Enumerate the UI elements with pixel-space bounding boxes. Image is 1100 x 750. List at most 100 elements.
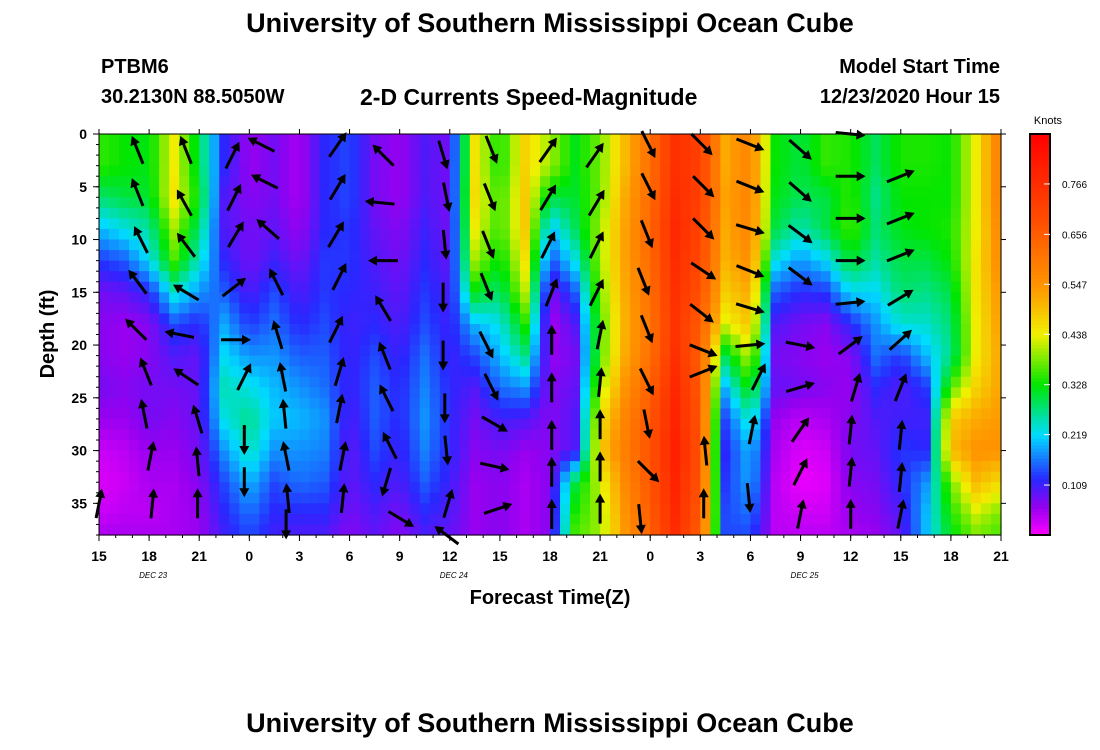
heatmap-cell: [199, 176, 210, 188]
heatmap-cell: [610, 482, 621, 494]
heatmap-cell: [890, 155, 902, 167]
heatmap-cell: [890, 503, 902, 515]
arrow-shaft: [177, 286, 200, 302]
heatmap-cell: [519, 176, 531, 188]
current-arrow: [191, 404, 204, 434]
heatmap-cell: [770, 482, 782, 494]
heatmap-cell: [880, 492, 892, 504]
heatmap-cell: [870, 165, 882, 177]
heatmap-cell: [910, 440, 922, 452]
colorbar-segment: [1030, 327, 1050, 332]
heatmap-cell: [650, 418, 661, 431]
heatmap-cell: [570, 134, 581, 146]
heatmap-cell: [529, 260, 541, 272]
heatmap-cell: [830, 313, 842, 325]
heatmap-cell: [429, 418, 441, 431]
x-tick-label: 9: [797, 548, 805, 564]
heatmap-cell: [610, 271, 621, 283]
colorbar-segment: [1030, 184, 1050, 189]
heatmap-cell: [760, 461, 772, 473]
heatmap-cell: [980, 418, 992, 431]
heatmap-cell: [680, 461, 691, 473]
heatmap-cell: [670, 165, 681, 177]
colorbar-segment: [1030, 444, 1050, 449]
arrow-shaft: [636, 267, 649, 291]
heatmap-cell: [870, 250, 882, 262]
heatmap-cell: [800, 144, 812, 156]
heatmap-cell: [810, 271, 822, 283]
heatmap-cell: [99, 471, 110, 483]
colorbar-segment: [1030, 524, 1050, 529]
heatmap-cell: [920, 197, 932, 209]
heatmap-cell: [740, 376, 752, 388]
heatmap-cell: [319, 313, 331, 325]
heatmap-cell: [409, 228, 421, 241]
heatmap-cell: [970, 218, 982, 230]
heatmap-cell: [539, 165, 551, 177]
heatmap-cell: [840, 461, 852, 473]
heatmap-cell: [740, 482, 752, 494]
heatmap-cell: [199, 186, 210, 198]
heatmap-cell: [550, 482, 561, 494]
heatmap-cell: [720, 271, 731, 283]
heatmap-cell: [149, 461, 160, 473]
heatmap-cell: [910, 165, 922, 177]
arrow-shaft: [887, 291, 910, 307]
heatmap-cell: [119, 440, 130, 452]
heatmap-cell: [680, 471, 691, 483]
heatmap-cell: [580, 323, 591, 336]
heatmap-cell: [529, 155, 541, 167]
heatmap-cell: [920, 408, 932, 420]
heatmap-cell: [970, 271, 982, 283]
arrow-head: [904, 248, 915, 258]
heatmap-cell: [529, 366, 541, 378]
heatmap-cell: [760, 281, 772, 293]
heatmap-cell: [690, 387, 701, 399]
heatmap-cell: [980, 471, 992, 483]
heatmap-cell: [780, 271, 792, 283]
heatmap-cell: [860, 155, 872, 167]
arrow-head: [176, 232, 187, 243]
heatmap-cell: [860, 239, 872, 251]
heatmap-cell: [620, 144, 631, 156]
heatmap-cell: [509, 250, 521, 262]
heatmap-cell: [600, 450, 611, 462]
heatmap-cell: [640, 366, 651, 378]
heatmap-cell: [159, 345, 170, 357]
heatmap-cell: [920, 323, 932, 336]
heatmap-cell: [980, 355, 992, 367]
heatmap-cell: [710, 281, 721, 293]
arrow-head: [375, 295, 385, 306]
heatmap-cell: [830, 197, 842, 209]
heatmap-cell: [760, 165, 772, 177]
heatmap-cell: [349, 292, 361, 304]
heatmap-cell: [469, 176, 481, 188]
heatmap-cell: [570, 323, 581, 336]
heatmap-cell: [509, 397, 521, 409]
heatmap-cell: [449, 387, 461, 399]
heatmap-cell: [489, 239, 501, 251]
heatmap-cell: [850, 397, 862, 409]
heatmap-cell: [610, 218, 621, 230]
heatmap-cell: [299, 197, 311, 209]
heatmap-cell: [700, 271, 711, 283]
heatmap-cell: [119, 355, 130, 367]
heatmap-cell: [570, 492, 581, 504]
heatmap-cell: [860, 461, 872, 473]
heatmap-cell: [740, 387, 752, 399]
arrow-shaft: [735, 179, 760, 192]
heatmap-cell: [550, 408, 561, 420]
heatmap-cell: [119, 292, 130, 304]
heatmap-cell: [129, 461, 140, 473]
heatmap-cell: [289, 176, 301, 188]
heatmap-cell: [369, 355, 381, 367]
heatmap-cell: [780, 408, 792, 420]
heatmap-cell: [139, 302, 150, 314]
arrow-head: [138, 398, 148, 409]
heatmap-cell: [399, 387, 411, 399]
heatmap-cell: [539, 503, 551, 515]
heatmap-cell: [239, 292, 250, 304]
heatmap-cell: [459, 218, 471, 230]
heatmap-cell: [590, 302, 601, 314]
heatmap-cell: [750, 292, 762, 304]
